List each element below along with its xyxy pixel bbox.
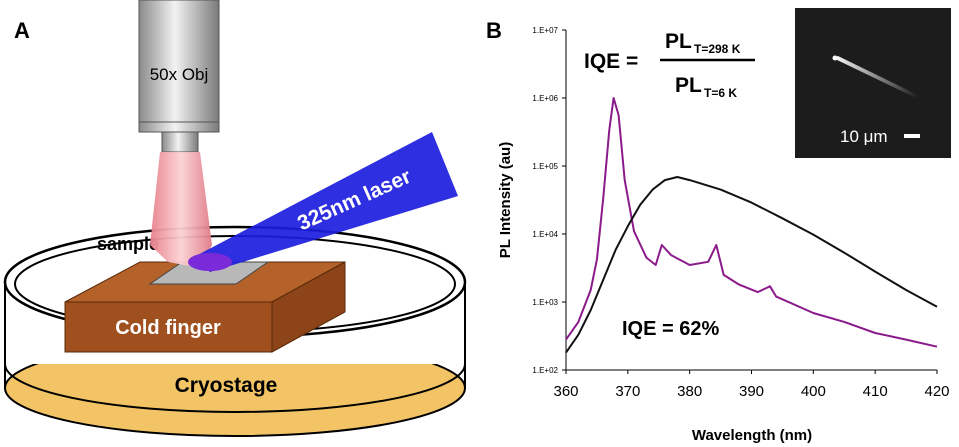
x-tick-label: 400: [801, 383, 826, 400]
x-tick-label: 410: [863, 383, 888, 400]
panel-label: B: [486, 18, 502, 43]
x-axis-label: Wavelength (nm): [692, 427, 812, 444]
panel-a: A Cold finger sample 50x Obj 325nm laser…: [5, 0, 465, 436]
panel-b: B Wavelength (nm) PL Intensity (au) IQE …: [486, 8, 951, 444]
y-tick-label: 1.E+04: [532, 230, 558, 239]
iqe-annotation: IQE = 62%: [622, 318, 719, 340]
x-tick-label: 380: [677, 383, 702, 400]
formula-sub: T=298 K: [694, 42, 741, 56]
laser-spot: [188, 253, 232, 271]
cold-finger-label: Cold finger: [115, 317, 221, 339]
y-tick-label: 1.E+02: [532, 366, 558, 375]
sample-label: sample: [97, 234, 159, 254]
y-tick-label: 1.E+06: [532, 94, 558, 103]
formula-lhs: IQE =: [584, 50, 638, 73]
x-tick-label: 360: [553, 383, 578, 400]
y-tick-label: 1.E+03: [532, 298, 558, 307]
x-tick-label: 370: [615, 383, 640, 400]
panel-label: A: [14, 18, 30, 43]
collection-cone: [150, 152, 212, 268]
y-axis-label: PL Intensity (au): [497, 142, 514, 258]
objective-label: 50x Obj: [150, 65, 209, 84]
figure: A Cold finger sample 50x Obj 325nm laser…: [0, 0, 959, 447]
formula-pl: PL: [675, 74, 702, 97]
page: { "panel_a": { "label": "A", "objective"…: [0, 0, 959, 447]
formula-sub: T=6 K: [704, 86, 737, 100]
cryostage-label: Cryostage: [175, 374, 278, 397]
scale-bar-label: 10 μm: [840, 127, 888, 146]
x-tick-label: 390: [739, 383, 764, 400]
inset-wire-tip: [833, 56, 838, 61]
objective-tip: [162, 132, 198, 152]
x-tick-label: 420: [924, 383, 949, 400]
formula-pl: PL: [665, 30, 692, 53]
y-tick-label: 1.E+07: [532, 26, 558, 35]
scale-bar: [904, 134, 920, 138]
y-tick-label: 1.E+05: [532, 162, 558, 171]
